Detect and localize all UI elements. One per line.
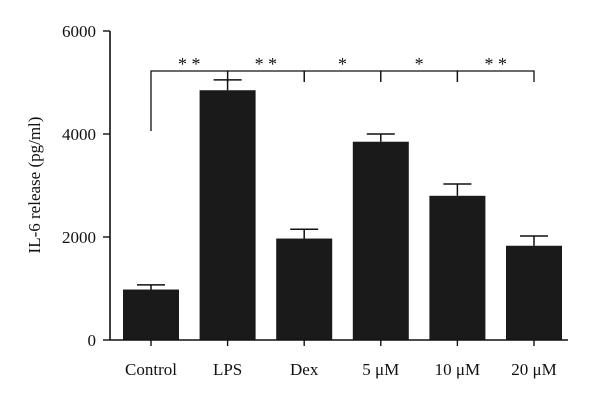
significance-label: * * [484,54,507,74]
x-tick-labels-group: Control LPS Dex 5 μM 10 μM 20 μM [125,340,557,379]
x-tick-label: LPS [213,360,242,379]
y-tick-label: 6000 [62,22,96,41]
bar [506,245,562,340]
bar [429,195,486,340]
x-tick-label: 20 μM [511,360,556,379]
y-tick-label: 0 [88,331,97,350]
error-bars-group [137,79,548,290]
x-tick-label: 5 μM [362,360,399,379]
x-tick-label: Control [125,360,177,379]
x-tick-label: Dex [290,360,319,379]
x-tick-label: 10 μM [435,360,480,379]
bars-group [123,90,562,340]
y-axis-label: IL-6 release (pg/ml) [25,117,44,254]
bar [276,238,333,340]
y-tick-label: 4000 [62,125,96,144]
significance-label: * * [178,54,201,74]
axes-group [109,31,568,341]
significance-label: * [338,54,347,74]
bar [123,289,179,340]
y-tick-label: 2000 [62,228,96,247]
significance-label: * * [255,54,278,74]
significance-group: * * * * * * * * [150,54,535,131]
y-ticks-group: 0 2000 4000 6000 [62,22,110,350]
significance-bracket [456,70,535,82]
bar [199,90,256,340]
significance-label: * [415,54,424,74]
bar [352,141,409,340]
